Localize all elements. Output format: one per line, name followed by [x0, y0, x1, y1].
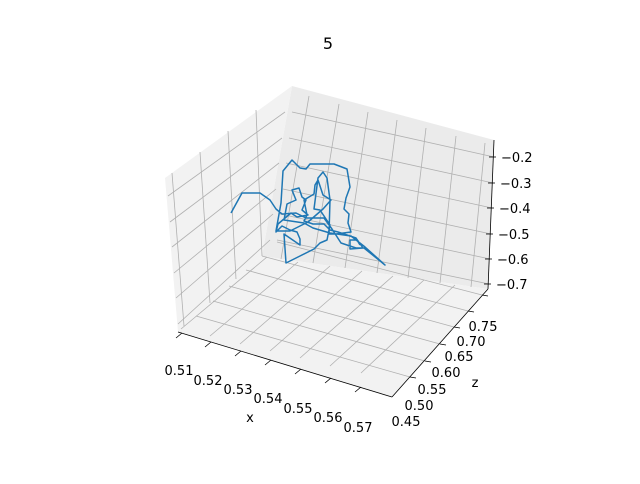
y-tick-label: 0.65 — [445, 350, 474, 365]
y-tick-label: 0.45 — [392, 415, 421, 430]
z-tick-label: −0.5 — [498, 228, 530, 243]
x-tick-label: 0.52 — [194, 374, 223, 389]
x-axis-label: x — [246, 411, 254, 426]
x-tick-label: 0.56 — [314, 411, 343, 426]
x-axis-ticks — [175, 332, 362, 393]
z-tick-label: −0.3 — [500, 177, 532, 192]
x-tick-label: 0.53 — [224, 383, 253, 398]
y-tick-label: 0.60 — [432, 366, 461, 381]
x-tick-label: 0.51 — [165, 364, 194, 379]
y-axis-label: z — [472, 376, 479, 391]
series-line — [230, 159, 386, 266]
z-tick-labels: −0.2 −0.3 −0.4 −0.5 −0.6 −0.7 — [496, 151, 533, 293]
y-axis-ticks — [409, 294, 489, 379]
x-tick-label: 0.57 — [344, 421, 373, 436]
y-tick-labels: 0.45 0.50 0.55 0.60 0.65 0.70 0.75 — [392, 320, 498, 430]
left-pane-gridlines — [167, 109, 286, 327]
z-axis-line — [487, 139, 495, 290]
chart-title: 5 — [323, 34, 333, 53]
z-axis-ticks — [484, 156, 496, 285]
back-pane-gridlines — [276, 95, 495, 288]
y-tick-label: 0.50 — [405, 399, 434, 414]
x-tick-label: 0.55 — [284, 402, 313, 417]
z-tick-label: −0.2 — [501, 151, 533, 166]
y-tick-label: 0.70 — [457, 335, 486, 350]
back-pane — [262, 86, 494, 289]
x-tick-label: 0.54 — [254, 392, 283, 407]
z-tick-label: −0.6 — [497, 253, 529, 268]
x-tick-labels: 0.51 0.52 0.53 0.54 0.55 0.56 0.57 — [165, 364, 373, 436]
z-tick-label: −0.7 — [496, 278, 528, 293]
z-tick-label: −0.4 — [499, 202, 531, 217]
left-pane — [165, 86, 292, 332]
x-axis-line — [177, 331, 393, 398]
y-tick-label: 0.55 — [418, 383, 447, 398]
y-axis-line — [391, 288, 489, 398]
floor-pane — [178, 256, 488, 397]
y-tick-label: 0.75 — [469, 320, 498, 335]
